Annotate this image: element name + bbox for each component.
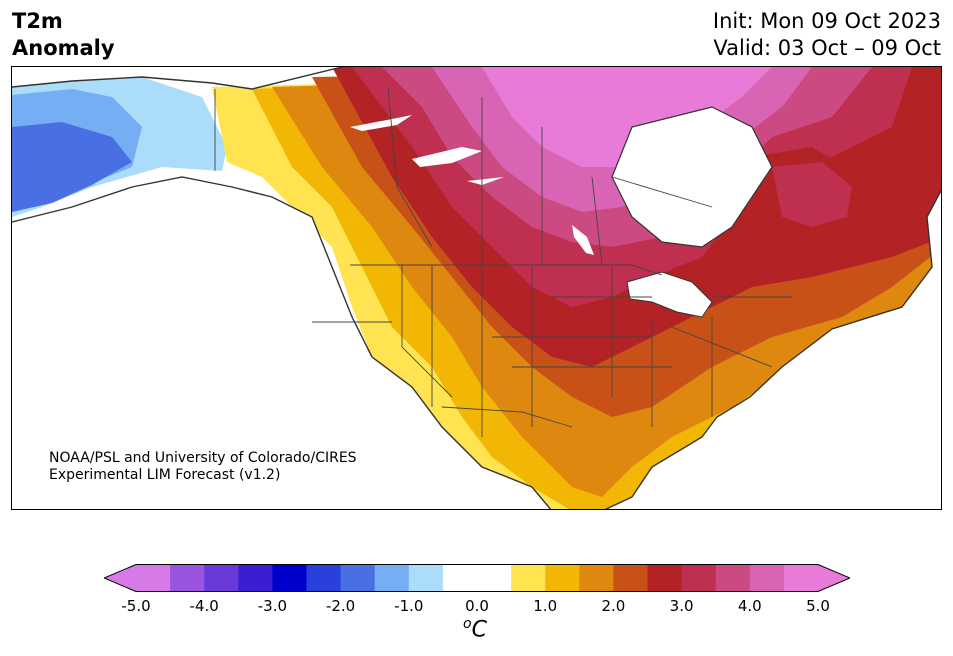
valid-dates: Valid: 03 Oct – 09 Oct: [713, 36, 941, 60]
colorbar-swatch: [613, 564, 648, 592]
colorbar-swatch: [749, 564, 785, 592]
political-borders: [214, 86, 792, 437]
unit-degree: o: [463, 616, 472, 632]
colorbar-swatch: [340, 564, 376, 592]
colorbar-tick-label: -5.0: [121, 597, 151, 615]
colorbar-swatch: [579, 564, 614, 592]
credit-line-1: NOAA/PSL and University of Colorado/CIRE…: [49, 450, 357, 466]
colorbar-swatch: [238, 564, 273, 592]
colorbar-swatch: [647, 564, 682, 592]
colorbar-swatch: [170, 564, 205, 592]
great-slave-lake: [412, 147, 482, 167]
colorbar-tick-label: 1.0: [533, 597, 558, 615]
map-canvas: [12, 67, 941, 509]
colorbar-tick-label: -4.0: [189, 597, 219, 615]
unit-celsius: C: [471, 617, 487, 643]
colorbar-swatch: [374, 564, 410, 592]
colorbar-swatch: [408, 564, 444, 592]
colorbar-swatch: [442, 564, 478, 592]
colorbar-outline: [104, 564, 850, 592]
great-lakes: [626, 271, 713, 318]
colorbar-tick-label: -1.0: [394, 597, 424, 615]
anomaly-map: [11, 66, 942, 510]
lake-athabasca: [467, 177, 504, 185]
credit-line-2: Experimental LIM Forecast (v1.2): [49, 467, 281, 483]
colorbar-swatch: [477, 564, 512, 592]
lake-winnipeg: [572, 225, 594, 255]
coastline: [12, 67, 941, 509]
colorbar-tick-label: 0.0: [465, 597, 489, 615]
colorbar-swatch: [715, 564, 751, 592]
colorbar-swatch: [545, 564, 580, 592]
colorbar-swatch: [136, 564, 171, 592]
colorbar-swatch: [681, 564, 717, 592]
colorbar-tick-label: 2.0: [601, 597, 626, 615]
colorbar-tick-label: 4.0: [737, 597, 762, 615]
colorbar-swatch: [306, 564, 341, 592]
great-bear-lake: [350, 115, 412, 131]
colorbar-tick-label: -3.0: [257, 597, 288, 615]
colorbar-swatch: [204, 564, 239, 592]
colorbar-ticks: -5.0 -4.0 -3.0 -2.0 -1.0 0.0 1.0 2.0 3.0 4.0 5.0: [0, 597, 953, 617]
colorbar-under-arrow: [104, 564, 136, 592]
forecast-credit: NOAA/PSL and University of Colorado/CIRE…: [49, 450, 357, 484]
init-date: Init: Mon 09 Oct 2023: [712, 9, 941, 33]
chart-title-left: T2m Anomaly: [12, 8, 115, 62]
hudson-bay: [611, 106, 773, 248]
colorbar: [104, 564, 850, 592]
colorbar-tick-label: 3.0: [669, 597, 694, 615]
title-anomaly: Anomaly: [12, 36, 115, 60]
alaska-cold-region: [12, 77, 227, 217]
colorbar-unit: oC: [463, 616, 487, 642]
chart-title-right: Init: Mon 09 Oct 2023 Valid: 03 Oct – 09…: [713, 8, 941, 62]
colorbar-tick-label: -2.0: [325, 597, 356, 615]
title-variable: T2m: [12, 9, 63, 33]
colorbar-swatch: [272, 564, 307, 592]
colorbar-swatch: [511, 564, 546, 592]
colorbar-tick-label: 5.0: [806, 597, 830, 615]
colorbar-over-arrow: [818, 564, 850, 592]
colorbar-swatch: [783, 564, 819, 592]
